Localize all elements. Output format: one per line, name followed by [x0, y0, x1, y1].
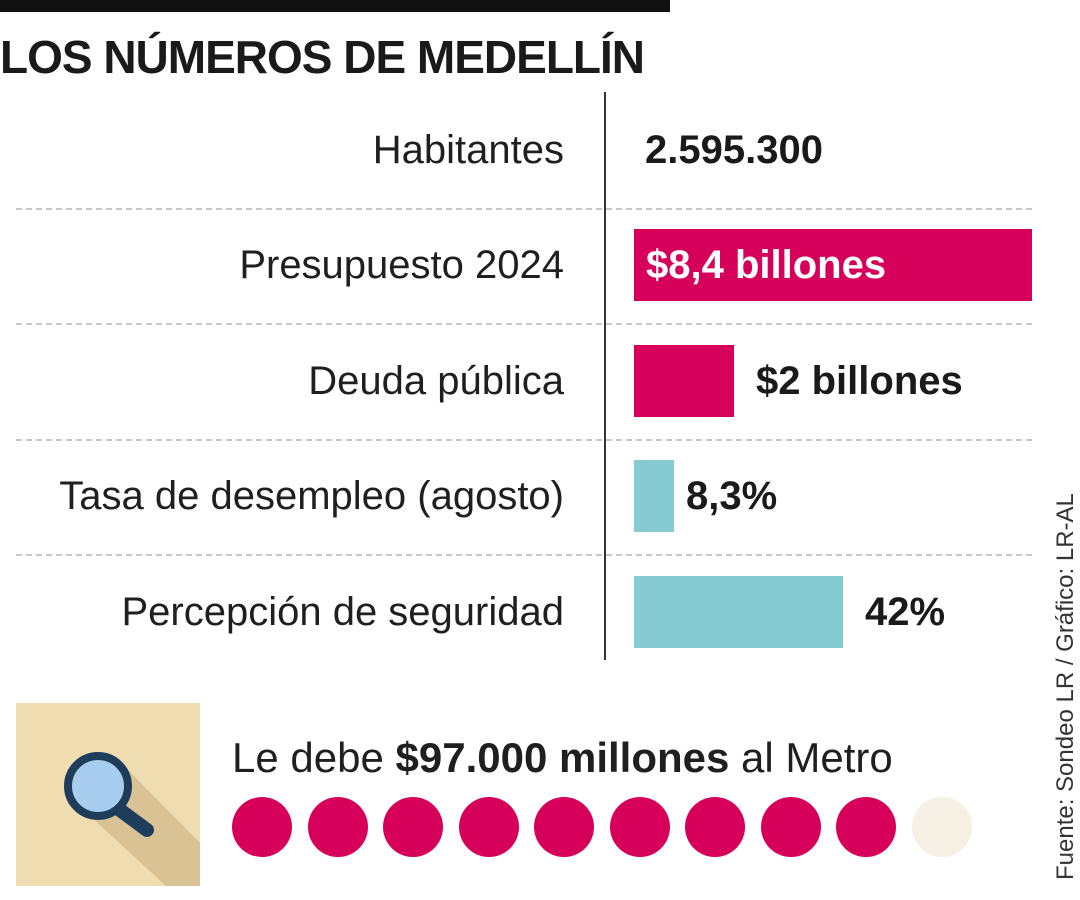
bar — [634, 345, 734, 417]
filled-dot — [232, 797, 292, 857]
filled-dot — [383, 797, 443, 857]
filled-dot — [760, 797, 821, 857]
bar-value-label: $8,4 billones — [646, 243, 887, 287]
metro-debt-text: Le debe $97.000 millones al Metro — [232, 734, 893, 782]
row-separator — [16, 323, 1032, 325]
filled-dot — [836, 797, 896, 857]
axis-divider — [604, 92, 606, 660]
row-separator — [16, 208, 1032, 210]
metro-suffix: al Metro — [729, 734, 893, 781]
metro-amount: $97.000 millones — [395, 734, 730, 781]
filled-dot — [534, 797, 594, 857]
empty-dot — [911, 797, 972, 857]
row-label: Presupuesto 2024 — [239, 243, 564, 287]
bar — [634, 460, 674, 532]
magnifier-lens — [64, 752, 132, 820]
bar-value-label: $2 billones — [756, 359, 963, 403]
row-label: Tasa de desempleo (agosto) — [59, 474, 564, 518]
debt-dots — [232, 797, 992, 857]
row-label: Deuda pública — [308, 359, 564, 403]
filled-dot — [685, 797, 745, 857]
bar — [634, 576, 843, 648]
row-separator — [16, 439, 1032, 441]
row-label: Percepción de seguridad — [121, 590, 564, 634]
top-rule — [0, 0, 670, 12]
bar-value-label: 42% — [865, 590, 946, 634]
magnifier-panel — [16, 703, 200, 886]
filled-dot — [458, 797, 519, 857]
page-title: LOS NÚMEROS DE MEDELLÍN — [0, 31, 645, 83]
source-credit: Fuente: Sondeo LR / Gráfico: LR-AL — [1052, 493, 1079, 880]
metro-prefix: Le debe — [232, 734, 396, 781]
filled-dot — [609, 797, 670, 857]
row-label: Habitantes — [372, 128, 564, 172]
filled-dot — [307, 797, 368, 857]
bar — [634, 229, 1032, 301]
row-value: 2.595.300 — [645, 128, 823, 172]
bar-value-label: 8,3% — [686, 474, 778, 518]
magnifier-icon — [64, 752, 200, 886]
row-separator — [16, 554, 1032, 556]
